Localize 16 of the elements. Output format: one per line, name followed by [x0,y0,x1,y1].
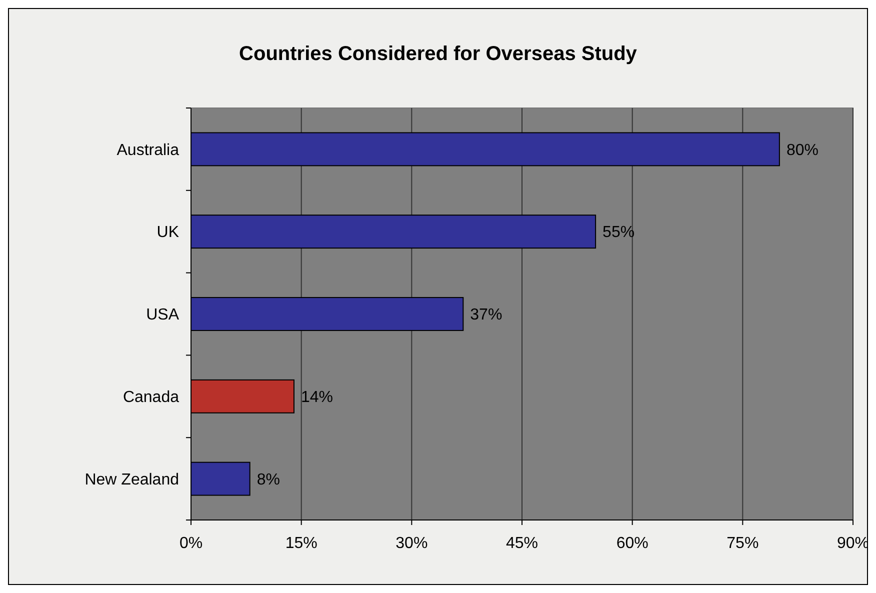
chart-title: Countries Considered for Overseas Study [239,43,638,65]
x-tick-label: 60% [616,535,648,552]
data-label: 80% [786,142,818,159]
y-tick-label: New Zealand [84,471,179,488]
data-label: 37% [470,306,502,324]
data-label: 14% [300,389,334,406]
y-tick-label: Canada [122,389,180,406]
y-tick-label: UK [156,224,180,242]
x-tick-label: 75% [726,535,759,552]
x-tick-label: 30% [396,535,428,552]
x-tick-label: 0% [179,535,203,552]
y-tick-label: Australia [116,142,180,159]
data-label: 8% [256,471,280,488]
x-tick-label: 45% [506,535,538,552]
y-tick-label: USA [146,306,180,324]
x-tick-label: 15% [285,535,318,552]
